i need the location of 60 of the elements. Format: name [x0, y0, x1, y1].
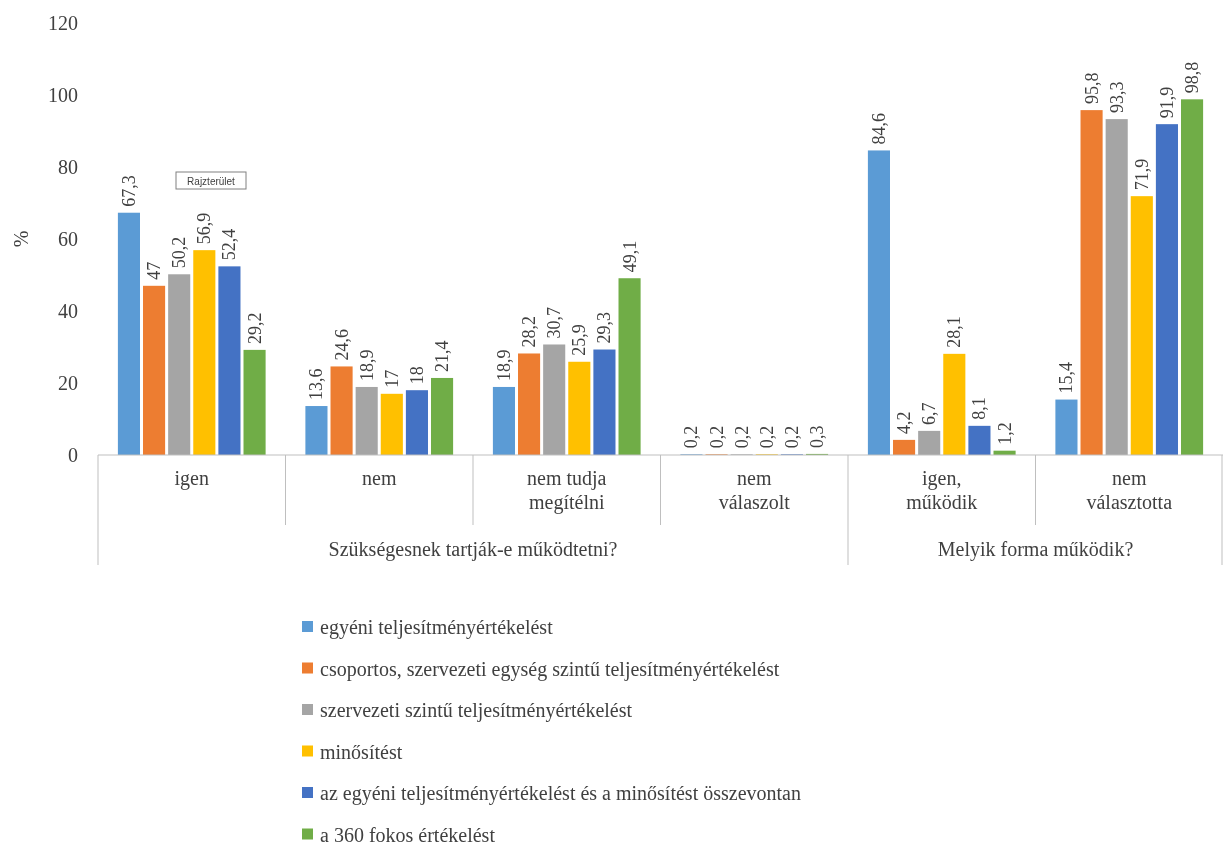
data-label: 0,2: [706, 425, 727, 449]
data-label: 0,2: [681, 425, 702, 449]
x-tick-label: nem tudja megítélni: [527, 467, 607, 514]
data-label: 29,2: [244, 312, 265, 344]
data-label: 95,8: [1081, 72, 1102, 105]
data-label: 98,8: [1182, 61, 1203, 94]
data-label: 1,2: [994, 422, 1015, 445]
data-label: 21,4: [432, 340, 453, 372]
data-label: 71,9: [1131, 158, 1152, 191]
data-label: 25,9: [569, 324, 590, 356]
x-tick-label: nem: [362, 467, 397, 489]
data-label: 6,7: [919, 402, 940, 425]
data-label: 67,3: [118, 175, 139, 207]
y-tick-label: 0: [68, 444, 78, 466]
data-label: 0,2: [756, 425, 777, 449]
y-tick-label: 80: [58, 156, 78, 178]
data-label: 18: [406, 366, 427, 385]
data-label: 15,4: [1056, 362, 1077, 394]
data-label: 29,3: [594, 312, 615, 344]
y-tick-label: 100: [48, 84, 78, 106]
data-label: 18,9: [493, 349, 514, 381]
data-label: 4,2: [894, 411, 915, 434]
data-label: 84,6: [868, 112, 889, 145]
y-tick-label: 40: [58, 300, 78, 322]
legend-label: a 360 fokos értékelést: [320, 823, 496, 843]
x-tick-label: nem válaszolt: [718, 467, 791, 513]
data-label: 47: [144, 261, 165, 280]
data-label: 50,2: [169, 236, 190, 269]
y-tick-label: 20: [58, 372, 78, 394]
data-label: 91,9: [1156, 86, 1177, 119]
x-tick-label: igen: [174, 467, 209, 490]
tooltip-box: Rajzterület: [175, 171, 247, 190]
legend-label: csoportos, szervezeti egység szintű teljesítményértékelést: [320, 657, 780, 681]
text: Szükségesnek tartják-e működtetni?: [328, 538, 618, 561]
data-label: 0,2: [781, 425, 802, 449]
data-label: 8,1: [969, 397, 990, 420]
data-label: 18,9: [356, 349, 377, 381]
legend-label: minősítést: [320, 740, 403, 763]
data-label: 0,3: [807, 425, 828, 448]
data-label: 13,6: [306, 368, 327, 401]
x-tick-label: igen, működik: [906, 467, 978, 513]
text: Melyik forma működik?: [937, 538, 1134, 561]
data-label: 28,2: [519, 315, 540, 348]
y-tick-label: 120: [48, 12, 78, 34]
data-label: 24,6: [331, 328, 352, 361]
data-label: 17: [381, 369, 402, 388]
data-label: 28,1: [944, 316, 965, 348]
data-label: 93,3: [1106, 81, 1127, 114]
annotation: Rajzterület: [187, 175, 236, 187]
x-tick-label: nem választotta: [1086, 467, 1173, 513]
data-label: 30,7: [544, 306, 565, 339]
y-tick-label: 60: [58, 228, 78, 250]
data-label: 52,4: [219, 228, 240, 261]
y-axis-title: %: [10, 230, 32, 248]
data-label: 56,9: [194, 212, 215, 245]
legend-label: szervezeti szintű teljesítményértékelést: [320, 699, 633, 722]
data-label: 0,2: [731, 425, 752, 449]
legend-label: az egyéni teljesítményértékelést és a minősítést összevontan: [320, 782, 801, 805]
legend-label: egyéni teljesítményértékelést: [320, 616, 554, 639]
data-label: 49,1: [619, 240, 640, 273]
